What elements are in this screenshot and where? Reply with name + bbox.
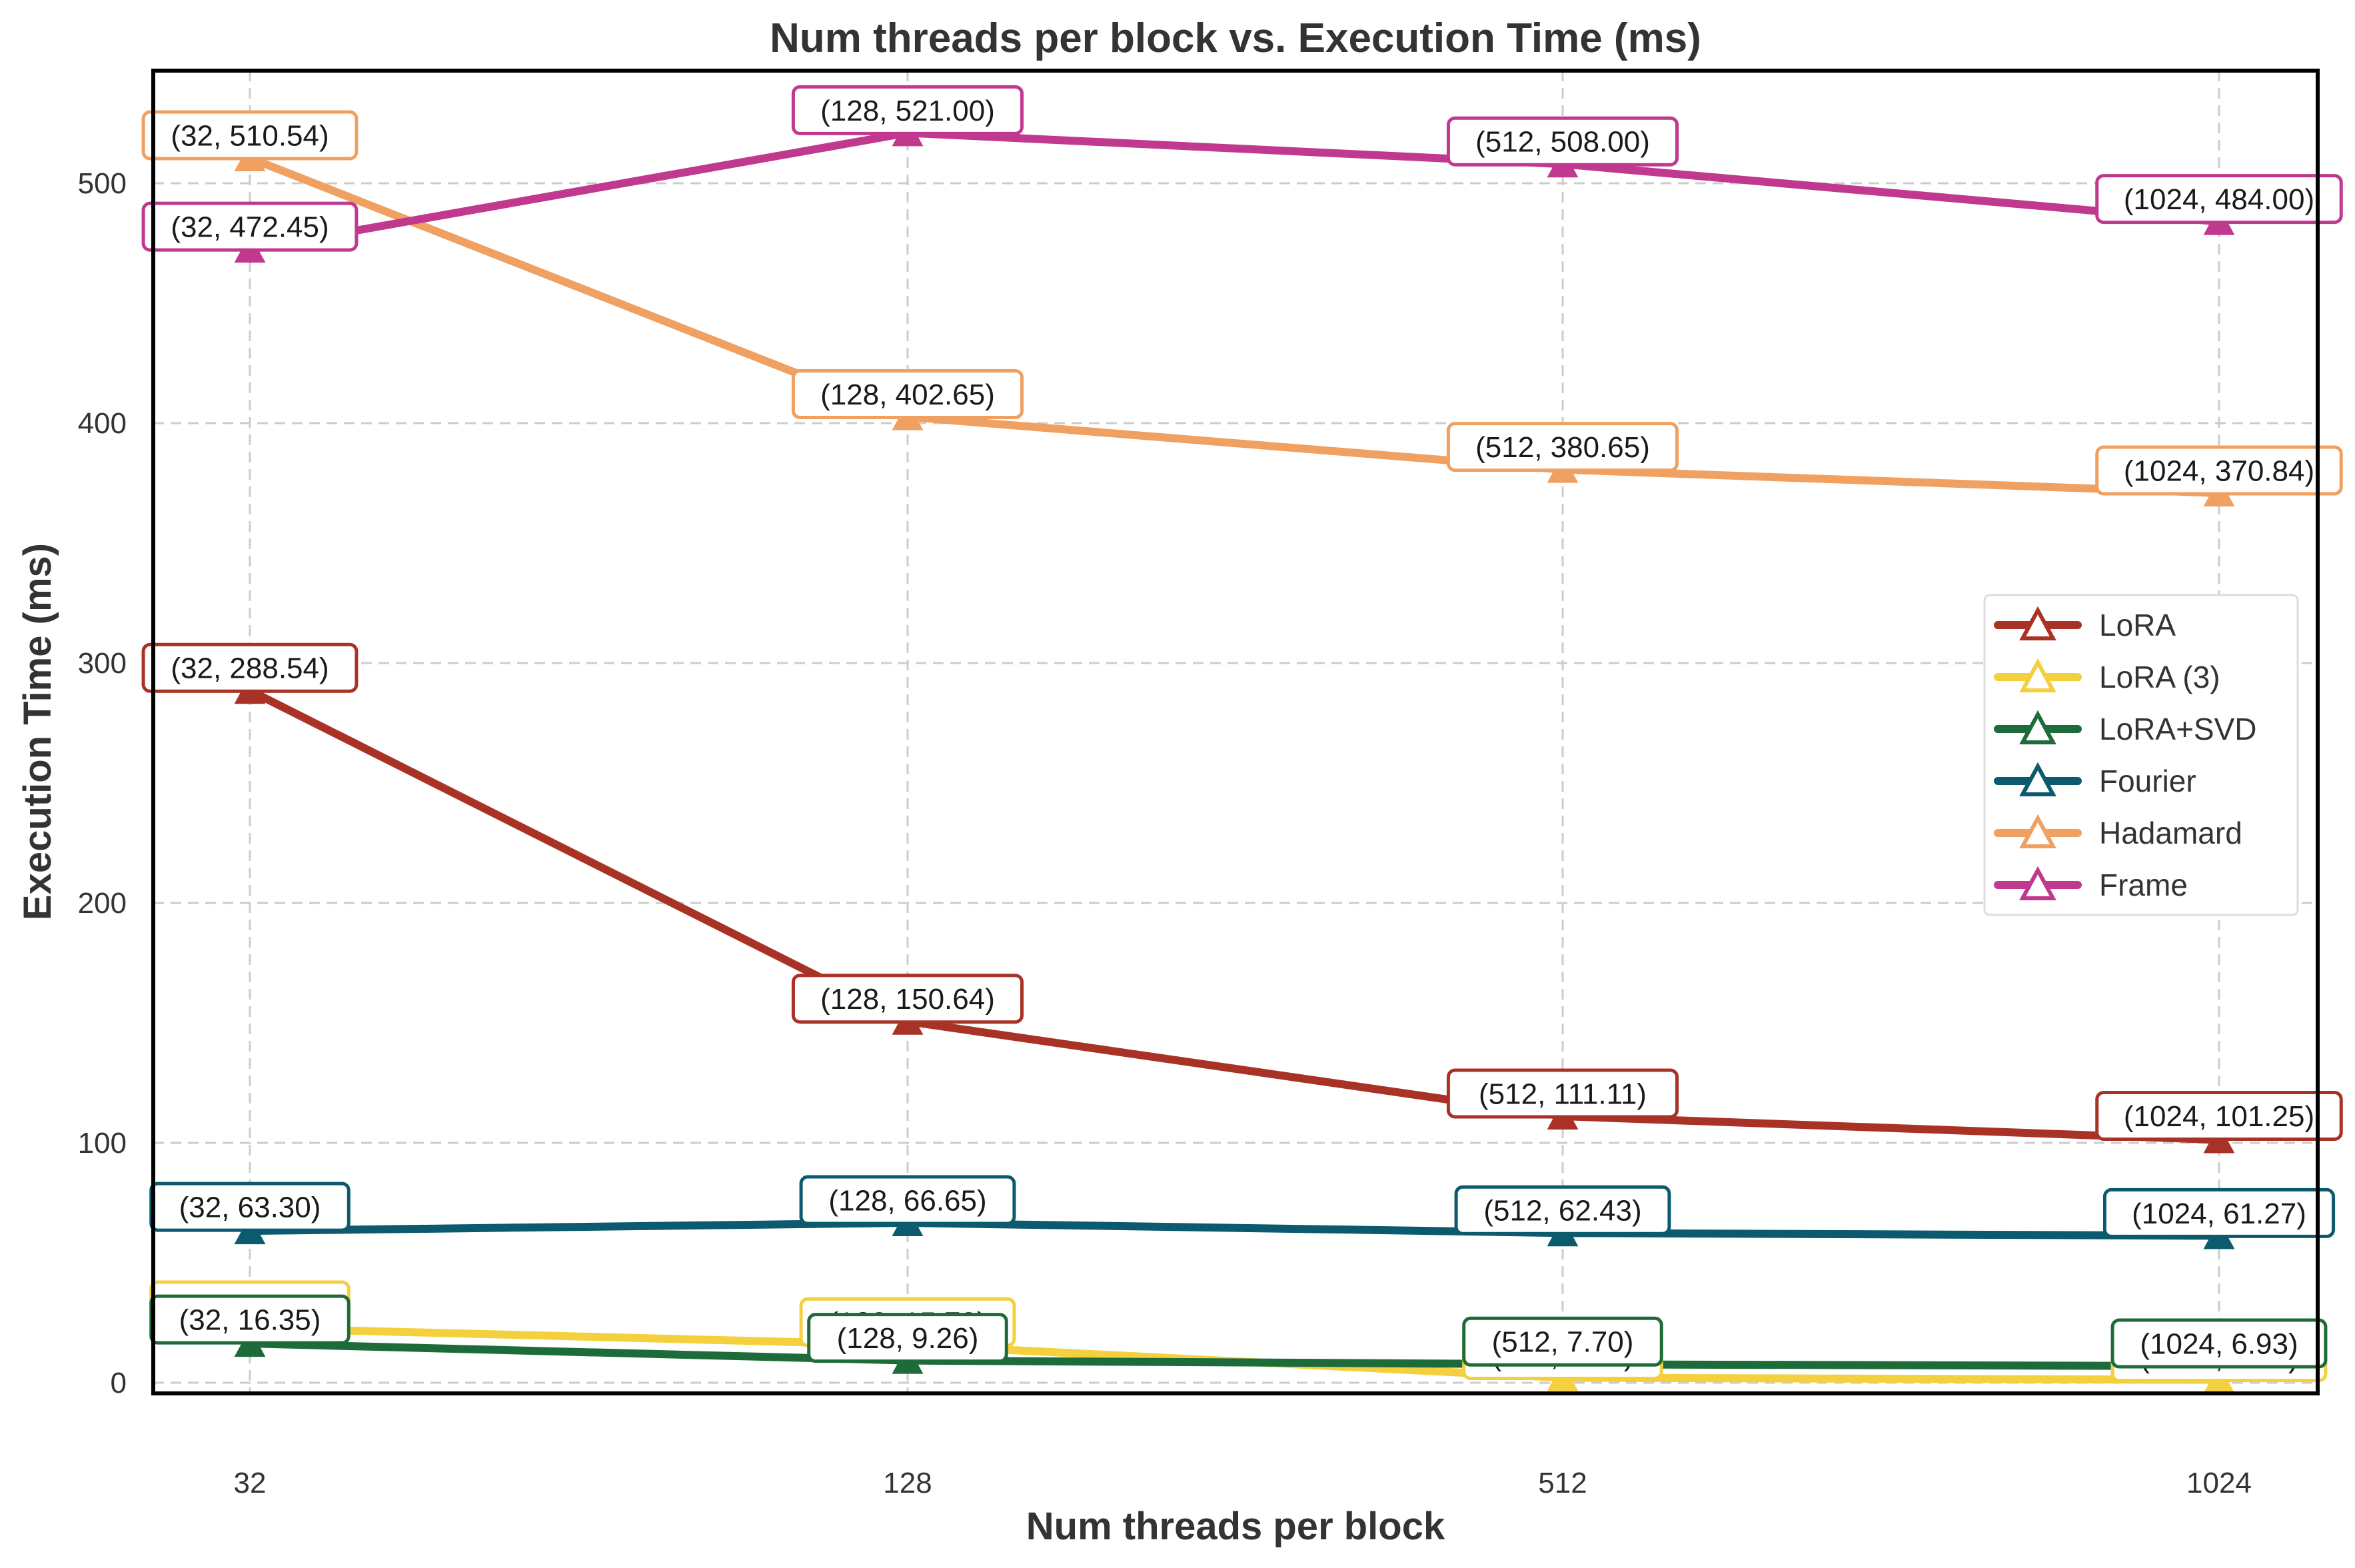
svg-text:(1024, 370.84): (1024, 370.84) [2124,454,2314,487]
series-line-lora-svd [246,1339,2223,1371]
legend-marker [2019,866,2056,900]
data-label: (512, 508.00) [1446,116,1679,167]
y-axis-label: Execution Time (ms) [16,543,59,920]
data-label: (128, 402.65) [791,369,1024,419]
grid [153,71,2318,1393]
x-axis-label: Num threads per block [1026,1505,1445,1548]
legend-marker [2019,606,2056,640]
legend: LoRA LoRA (3) LoRA+SVD Fourier Hadamard Frame [1983,594,2299,916]
svg-text:(1024, 101.25): (1024, 101.25) [2124,1100,2314,1133]
y-tick-label: 500 [78,167,127,200]
svg-text:(128, 66.65): (128, 66.65) [828,1184,986,1217]
y-tick-label: 0 [111,1367,127,1399]
legend-item: Frame [1994,866,2188,902]
legend-label: LoRA+SVD [2099,712,2257,746]
legend-marker [2019,814,2056,848]
svg-text:(1024, 61.27): (1024, 61.27) [2132,1197,2306,1230]
legend-item: Fourier [1994,762,2196,798]
legend-marker [2019,658,2056,692]
legend-item: LoRA+SVD [1994,710,2257,746]
legend-label: LoRA (3) [2099,660,2220,694]
legend-item: LoRA (3) [1994,658,2220,694]
svg-text:(32, 510.54): (32, 510.54) [171,119,329,152]
y-tick-label: 100 [78,1127,127,1160]
data-label: (512, 7.70) [1462,1316,1663,1367]
data-label: (128, 9.26) [807,1313,1008,1363]
axis-ticks: 0 100 200 300 400 500 32 128 512 1024 [78,167,2252,1499]
x-tick-label: 1024 [2186,1467,2252,1499]
data-label: (1024, 61.27) [2102,1187,2336,1238]
data-label: (512, 111.11) [1446,1068,1679,1119]
series-line-lora [246,686,2223,1144]
data-label: (1024, 370.84) [2095,445,2343,496]
data-label: (32, 510.54) [141,110,359,161]
data-label: (128, 66.65) [799,1175,1016,1225]
svg-text:(512, 62.43): (512, 62.43) [1483,1195,1641,1227]
data-label: (128, 150.64) [791,974,1024,1024]
legend-item: LoRA [1994,606,2176,642]
data-label: (32, 288.54) [141,642,359,693]
svg-text:(32, 16.35): (32, 16.35) [179,1304,321,1337]
svg-text:(128, 521.00): (128, 521.00) [820,95,995,127]
series-line-hadamard [246,154,2223,497]
svg-text:(1024, 6.93): (1024, 6.93) [2140,1327,2298,1360]
data-label: (32, 63.30) [149,1181,351,1232]
data-label: (32, 16.35) [149,1294,351,1345]
data-label: (1024, 6.93) [2110,1318,2328,1369]
plot-frame [151,69,2320,1395]
legend-label: Frame [2099,868,2188,902]
point-annotations: (32, 288.54) (128, 150.64) (512, 111.11) (1… [141,85,2343,1383]
series-lines [234,117,2235,1393]
data-label: (128, 521.00) [791,85,1024,135]
data-label: (32, 472.45) [141,201,359,252]
svg-text:(512, 380.65): (512, 380.65) [1475,431,1650,464]
legend-label: LoRA [2099,608,2176,642]
svg-text:(512, 7.70): (512, 7.70) [1492,1326,1634,1359]
svg-text:(128, 402.65): (128, 402.65) [820,379,995,411]
series-line-fourier [246,1219,2223,1240]
legend-marker [2019,710,2056,744]
data-label: (512, 62.43) [1454,1185,1671,1235]
legend-label: Hadamard [2099,816,2242,850]
x-tick-label: 512 [1538,1467,1587,1499]
data-label: (512, 380.65) [1446,422,1679,472]
svg-text:(32, 472.45): (32, 472.45) [171,211,329,244]
svg-text:(32, 288.54): (32, 288.54) [171,652,329,685]
svg-text:(512, 508.00): (512, 508.00) [1475,126,1650,159]
svg-text:(32, 63.30): (32, 63.30) [179,1191,321,1224]
y-tick-label: 200 [78,887,127,920]
legend-label: Fourier [2099,764,2196,798]
x-tick-label: 32 [234,1467,267,1499]
x-tick-label: 128 [883,1467,932,1499]
series-line-frame [246,129,2223,254]
svg-text:(512, 111.11): (512, 111.11) [1479,1078,1647,1110]
y-tick-label: 300 [78,647,127,680]
svg-text:(128, 9.26): (128, 9.26) [837,1322,979,1355]
svg-text:(1024, 484.00): (1024, 484.00) [2124,183,2314,216]
legend-box [1983,594,2299,916]
legend-item: Hadamard [1994,814,2242,850]
legend-marker [2019,762,2056,796]
svg-text:(128, 150.64): (128, 150.64) [820,983,995,1016]
data-label: (1024, 101.25) [2095,1091,2343,1141]
chart-title: Num threads per block vs. Execution Time… [770,15,1701,61]
y-tick-label: 400 [78,407,127,440]
data-label: (1024, 484.00) [2095,174,2343,225]
